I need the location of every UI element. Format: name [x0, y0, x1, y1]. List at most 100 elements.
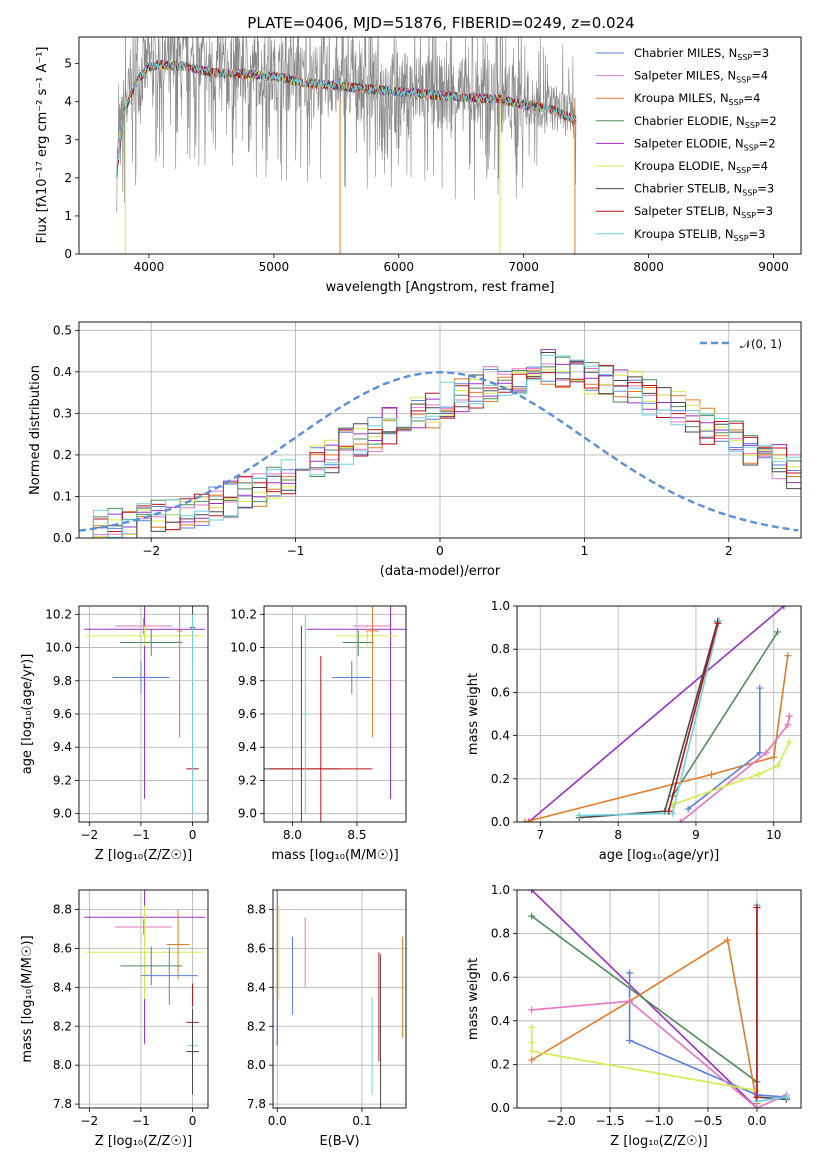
age_vs_mass-ytick-label-2: 9.4	[238, 740, 257, 754]
residuals-panel: −2 −1 0 1 2 0.0 0.1 0.2 0.3 0.4 0.5 (data-model)/er…	[28, 321, 802, 579]
mw_vs_Z-xlabel: Z [log₁₀(Z/Z☉)]	[610, 1134, 707, 1149]
legend-tail-4: =2	[759, 136, 776, 150]
legend-sub-5: SSP	[736, 166, 751, 175]
age_vs_Z-xlabel: Z [log₁₀(Z/Z☉)]	[95, 848, 192, 863]
mw_vs_age-line-salpeter-miles	[679, 716, 791, 822]
mw_vs_Z-xtick-label-0: −2.0	[546, 1114, 575, 1128]
mw_vs_age-marker-kroupa-miles-3	[784, 652, 792, 660]
mw_vs_Z-ytick-label-2: 0.4	[491, 1014, 510, 1028]
mass_vs_ebv-xtick-label-0: 0.0	[268, 1114, 287, 1128]
age_vs_mass-ytick-label-1: 9.2	[238, 773, 257, 787]
mw_vs_age-marker-kroupa-stelib-1	[669, 809, 677, 817]
mw_vs_Z-line-chabrier-miles	[628, 972, 787, 1098]
mw_vs_Z-marker-chabrier-miles-1	[626, 1036, 634, 1044]
mw_vs_Z-ytick-label-1: 0.2	[491, 1057, 510, 1071]
mw_vs_age-marker-chabrier-miles-2	[756, 684, 764, 692]
histogram-chabrier-elodie	[79, 356, 801, 538]
mw_vs_Z-ytick-label-5: 1.0	[491, 883, 510, 897]
legend-sub-2: SSP	[729, 98, 744, 107]
mass_vs_ebv-ytick-label-0: 7.8	[247, 1097, 266, 1111]
histogram-salpeter-miles	[79, 363, 801, 538]
age_vs_mass-frame	[263, 605, 407, 823]
legend-sub-1: SSP	[736, 76, 751, 85]
legend-entry-5: Kroupa ELODIE, NSSP=4	[634, 159, 768, 175]
mw_vs_age-marker-chabrier-miles-1	[756, 749, 764, 757]
mass_vs_ebv-xtick-label-1: 0.1	[352, 1114, 371, 1128]
mw_vs_age-line-chabrier-elodie	[671, 631, 779, 797]
mass_vs_ebv-ytick-label-1: 8.0	[247, 1058, 266, 1072]
residuals-ytick-label-0: 0.0	[53, 531, 72, 545]
legend-entry-8: Kroupa STELIB, NSSP=3	[634, 227, 765, 243]
mw_vs_Z-xtick-label-3: −0.5	[693, 1114, 722, 1128]
mw_vs_age-ytick-label-1: 0.2	[491, 772, 510, 786]
mw_vs_age-xtick-label-1: 8	[614, 828, 622, 842]
spectrum-xtick-label-1: 5000	[259, 260, 290, 274]
mass_vs_ebv-plot-area	[273, 890, 406, 1108]
legend-tail-5: =4	[751, 159, 768, 173]
mw_vs_Z-xtick-label-1: −1.5	[595, 1114, 624, 1128]
mass_vs_Z-ylabel: mass [log₁₀(M/M☉)]	[20, 935, 35, 1062]
mass_vs_ebv-ytick-label-2: 8.2	[247, 1019, 266, 1033]
mw_vs_age-marker-salpeter-stelib-0	[665, 807, 673, 815]
mw_vs_age-xtick-label-2: 9	[692, 828, 700, 842]
legend-entry-3: Chabrier ELODIE, NSSP=2	[634, 114, 777, 130]
histogram-salpeter-stelib	[79, 364, 801, 538]
mw_vs_age-marker-kroupa-miles-0	[521, 818, 529, 822]
mw_vs_age-line-chabrier-stelib	[579, 620, 719, 819]
histogram-kroupa-miles	[79, 362, 801, 538]
age_vs_Z-ytick-label-1: 9.2	[53, 773, 72, 787]
legend-sub-4: SSP	[744, 143, 759, 152]
age_vs_Z-ytick-label-0: 9.0	[53, 807, 72, 821]
histogram-chabrier-stelib	[79, 352, 801, 538]
normal-distribution-curve	[79, 371, 799, 532]
mw_vs_Z-marker-salpeter-miles-1	[626, 997, 634, 1005]
mw_vs_age-ytick-label-0: 0.0	[491, 815, 510, 829]
residuals-ylabel: Normed distribution	[28, 365, 43, 495]
mw_vs_Z-panel: −2.0 −1.5 −1.0 −0.5 0.0 0.0 0.2 0.4 0.6 0.8 1.0 Z […	[466, 883, 802, 1149]
mw_vs_age-marker-salpeter-miles-2	[784, 721, 792, 729]
mw_vs_age-line-kroupa-stelib	[579, 620, 721, 817]
mass_vs_Z-frame	[78, 889, 209, 1109]
mw_vs_Z-line-chabrier-stelib	[756, 905, 787, 1101]
residuals-ytick-label-2: 0.2	[53, 448, 72, 462]
age_vs_mass-ytick-label-0: 9.0	[238, 807, 257, 821]
figure-title: PLATE=0406, MJD=51876, FIBERID=0249, z=0…	[247, 14, 634, 32]
spectrum-ytick-label-0: 0	[64, 247, 72, 261]
mw_vs_age-xtick-label-3: 10	[766, 828, 781, 842]
mass_vs_Z-xtick-label-2: 0	[189, 1114, 197, 1128]
age_vs_Z-xtick-label-2: 0	[189, 828, 197, 842]
mw_vs_Z-ylabel: mass weight	[466, 958, 481, 1040]
age_vs_mass-xlabel: mass [log₁₀(M/M☉)]	[271, 848, 398, 863]
mw_vs_age-line-kroupa-elodie	[672, 741, 791, 806]
mw_vs_Z-frame	[516, 889, 802, 1109]
legend-sub-8: SSP	[734, 234, 749, 243]
mw_vs_Z-xtick-label-4: 0.0	[747, 1114, 766, 1128]
legend-tail-2: =4	[744, 91, 761, 105]
spectrum-ytick-label-2: 2	[64, 171, 72, 185]
legend-entry-4: Salpeter ELODIE, NSSP=2	[634, 136, 776, 152]
mass_vs_Z-panel: −2 −1 0 7.8 8.0 8.2 8.4 8.6 8.8 Z [log₁₀(Z/Z☉)] ma…	[20, 889, 209, 1149]
mw_vs_Z-line-kroupa-stelib	[756, 905, 787, 1103]
mw_vs_age-marker-salpeter-elodie-0	[525, 818, 533, 822]
mw_vs_Z-line-kroupa-miles	[531, 938, 758, 1104]
spectrum-xtick-label-3: 7000	[508, 260, 539, 274]
residuals-xtick-label-2: 0	[436, 544, 444, 558]
mass_vs_ebv-xlabel: E(B-V)	[319, 1134, 359, 1149]
age_vs_mass-ytick-label-3: 9.6	[238, 707, 257, 721]
legend-entry-0: Chabrier MILES, NSSP=3	[634, 46, 769, 62]
mw_vs_age-ytick-label-5: 1.0	[491, 599, 510, 613]
residuals-ytick-label-4: 0.4	[53, 365, 72, 379]
mw_vs_Z-xtick-label-2: −1.0	[644, 1114, 673, 1128]
mw_vs_age-ytick-label-3: 0.6	[491, 685, 510, 699]
spectrum-ytick-label-5: 5	[64, 57, 72, 71]
spectrum-xtick-label-4: 8000	[633, 260, 664, 274]
residuals-xtick-label-0: −2	[142, 544, 160, 558]
age_vs_Z-ytick-label-2: 9.4	[53, 740, 72, 754]
mass_vs_Z-xlabel: Z [log₁₀(Z/Z☉)]	[95, 1134, 192, 1149]
mw_vs_age-xtick-label-0: 7	[537, 828, 545, 842]
legend-normal-label: 𝒩(0, 1)	[740, 337, 782, 351]
mw_vs_Z-marker-kroupa-elodie-0	[528, 1023, 536, 1031]
age_vs_Z-ylabel: age [log₁₀(age/yr)]	[20, 654, 35, 775]
age_vs_mass-panel: 8.0 8.5 9.0 9.2 9.4 9.6 9.8 10.0 10.2 mass [log₁₀…	[230, 605, 407, 863]
residuals-xlabel: (data-model)/error	[380, 564, 501, 579]
